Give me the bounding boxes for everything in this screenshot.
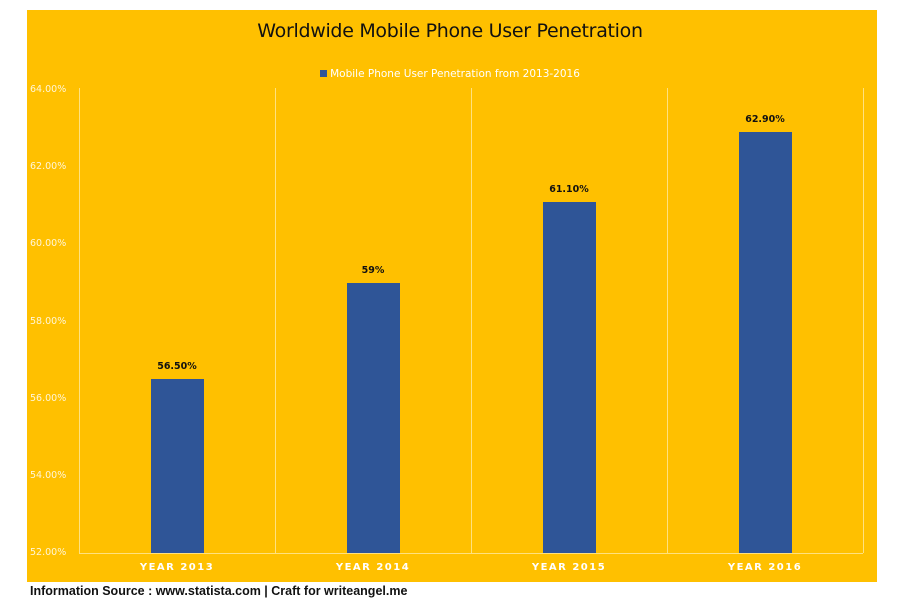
y-tick-label: 58.00% xyxy=(30,315,67,327)
category-gridline xyxy=(667,88,668,553)
data-label: 59% xyxy=(361,265,385,276)
y-tick-label: 56.00% xyxy=(30,392,67,404)
bar-year-2015[interactable] xyxy=(543,202,596,553)
category-gridline xyxy=(863,88,864,553)
bar-year-2014[interactable] xyxy=(347,283,400,553)
y-tick-label: 52.00% xyxy=(30,547,67,558)
category-gridline xyxy=(275,88,276,553)
y-tick-label: 64.00% xyxy=(30,84,67,95)
data-label: 61.10% xyxy=(549,184,589,195)
data-label: 62.90% xyxy=(745,114,785,125)
legend-swatch xyxy=(320,70,328,77)
category-gridline xyxy=(79,88,80,553)
x-tick-label: YEAR 2015 xyxy=(531,562,607,573)
data-label: 56.50% xyxy=(157,361,197,372)
category-gridline xyxy=(471,88,472,553)
x-tick-label: YEAR 2014 xyxy=(335,562,411,573)
x-tick-label: YEAR 2013 xyxy=(139,562,215,573)
legend-label: Mobile Phone User Penetration from 2013-… xyxy=(330,68,580,80)
y-tick-label: 60.00% xyxy=(30,238,67,250)
bar-year-2013[interactable] xyxy=(151,379,204,553)
footer-source: Information Source : www.statista.com | … xyxy=(30,584,408,598)
chart-title: Worldwide Mobile Phone User Penetration xyxy=(257,20,643,42)
x-axis-line xyxy=(79,553,863,554)
bar-year-2016[interactable] xyxy=(739,132,792,553)
chart-legend: Mobile Phone User Penetration from 2013-… xyxy=(0,68,900,80)
y-tick-label: 54.00% xyxy=(30,469,67,481)
x-tick-label: YEAR 2016 xyxy=(727,562,803,573)
y-tick-label: 62.00% xyxy=(30,161,67,173)
